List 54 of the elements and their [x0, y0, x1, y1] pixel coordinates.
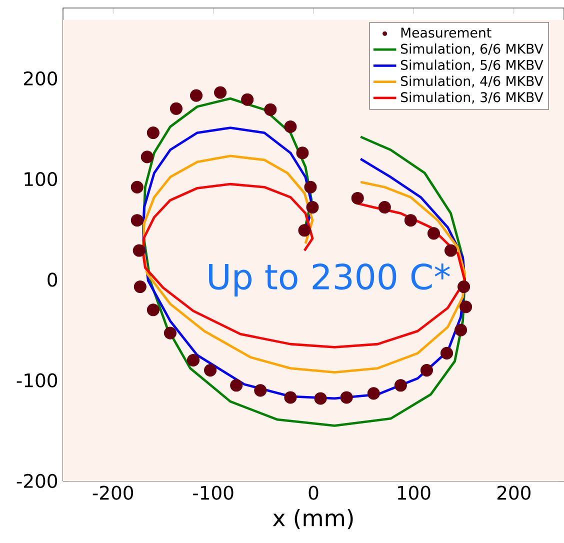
point [204, 364, 217, 377]
x-tick-label: 200 [497, 486, 530, 500]
point [214, 86, 227, 99]
point [170, 102, 182, 115]
point [444, 244, 458, 257]
point [146, 126, 160, 140]
y-tick-label: 100 [24, 172, 58, 186]
point [284, 391, 297, 404]
point [304, 180, 317, 194]
point [140, 150, 154, 164]
x-tick-label: -100 [193, 486, 234, 500]
legend-label: Measurement [401, 28, 492, 38]
y-tick-label: 0 [48, 272, 58, 287]
x-tick-label: 100 [398, 486, 430, 500]
point [130, 214, 144, 227]
point [460, 300, 472, 314]
point [296, 146, 309, 160]
y-tick-label: -200 [16, 474, 58, 488]
point [298, 224, 311, 237]
point [306, 200, 319, 214]
point [314, 392, 327, 405]
point [427, 227, 440, 240]
legend-label: Simulation, 5/6 MKBV [400, 60, 544, 72]
point [394, 379, 407, 392]
point [230, 379, 243, 392]
legend-label: Simulation, 3/6 MKBV [400, 92, 544, 104]
point [454, 324, 468, 336]
point [186, 354, 200, 367]
x-tick-label: 0 [308, 486, 318, 500]
point [264, 103, 277, 116]
point [130, 180, 144, 194]
point [404, 214, 417, 227]
legend-label: Simulation, 6/6 MKBV [400, 44, 544, 56]
point [164, 326, 176, 340]
point [241, 93, 254, 106]
point [146, 304, 160, 316]
point [132, 244, 146, 257]
point [420, 364, 433, 377]
x-tick-label: -200 [92, 486, 134, 500]
annotation: Up to 2300 C* [209, 263, 450, 296]
point [351, 192, 364, 204]
point [254, 384, 267, 397]
point [340, 391, 353, 404]
x-axis-title: x (mm) [272, 508, 353, 530]
y-tick-label: -100 [16, 373, 58, 388]
point [440, 346, 454, 360]
point [190, 89, 203, 102]
point [284, 120, 297, 134]
point [378, 200, 391, 214]
point [367, 387, 380, 400]
point [458, 280, 470, 294]
point [134, 280, 146, 294]
legend-label: Simulation, 4/6 MKBV [400, 76, 544, 88]
y-tick-label: 200 [24, 71, 58, 86]
